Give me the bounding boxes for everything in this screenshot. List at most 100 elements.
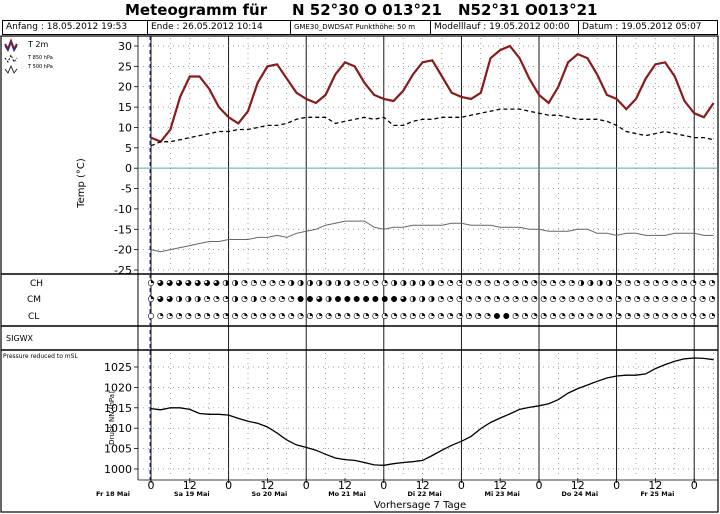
cloud-symbol-ch (148, 279, 155, 286)
cloud-symbol-cl (194, 312, 201, 319)
cloud-symbol-cm (662, 295, 669, 302)
cloud-symbol-cm (232, 295, 239, 302)
pressure-tick-label: 1005 (104, 443, 132, 456)
t500-line (150, 220, 714, 253)
cloud-symbol-fill (478, 296, 481, 299)
axis-labels: 30 25 20 15 10 5 0 -5 -10 -15 -20 -25 1025 1020 1015 10… (96, 40, 698, 498)
cloud-symbol-fill (553, 313, 556, 316)
cloud-symbol-fill (674, 313, 678, 316)
cloud-symbol-cm (166, 295, 173, 302)
cloud-symbol-fill (394, 280, 397, 286)
cloud-symbol-fill (459, 280, 463, 283)
legend-t850-swatch (4, 53, 18, 63)
cloud-symbol-cm (493, 295, 500, 302)
cloud-symbol-cl (465, 312, 472, 319)
cloud-symbol-fill (213, 280, 220, 286)
cloud-symbol-cm (278, 295, 285, 302)
cloud-symbol-ch (372, 279, 379, 286)
cloud-symbol-fill (412, 296, 416, 302)
cloud-symbol-cl (428, 312, 435, 319)
cloud-symbol-fill (244, 280, 248, 283)
cloud-symbol-fill (328, 296, 332, 302)
cloud-symbol-cl (437, 312, 444, 319)
cloud-symbol-fill (291, 280, 294, 286)
cloud-symbol-fill (422, 280, 425, 286)
cloud-symbol-ch (503, 279, 510, 286)
cloud-symbol-fill (335, 296, 341, 302)
row-label-sigwx: SIGWX (6, 334, 34, 343)
cloud-symbol-cl (493, 312, 500, 319)
cloud-symbol-fill (356, 313, 360, 316)
pressure-panel-title: Pressure reduced to mSL (3, 353, 78, 360)
cloud-symbol-fill (637, 313, 640, 316)
cloud-symbol-cl (213, 312, 220, 319)
cloud-symbol-fill (440, 296, 444, 299)
hour-tick-label: 0 (148, 479, 155, 492)
coordinate-primary: N 52°30 O 013°21 (292, 1, 442, 19)
cloud-symbol-fill (307, 296, 313, 302)
cloud-symbol-cl (615, 312, 622, 319)
cloud-symbol-fill (571, 313, 575, 316)
cloud-symbol-fill (253, 296, 257, 302)
cloud-symbol-ch (232, 279, 239, 286)
cloud-symbol-fill (553, 280, 556, 283)
cloud-symbol-fill (571, 296, 575, 299)
cloud-symbol-fill (300, 280, 304, 286)
title-bar: Meteogramm für N 52°30 O 013°21 N52°31 O… (0, 0, 720, 20)
cloud-symbol-ch (465, 279, 472, 286)
cloud-symbol-ch (157, 279, 164, 286)
cloud-symbol-cl (166, 312, 173, 319)
cloud-symbol-fill (459, 296, 463, 299)
cloud-symbol-ch (690, 279, 697, 286)
cloud-symbol-ch (540, 279, 547, 286)
cloud-symbol-ch (493, 279, 500, 286)
cloud-symbol-fill (179, 313, 182, 316)
cloud-symbol-cm (512, 295, 519, 302)
cloud-symbol-cl (316, 312, 323, 319)
cloud-symbol-cm (521, 295, 528, 302)
cloud-symbol-fill (590, 296, 594, 299)
hour-tick-label: 12 (493, 479, 507, 492)
cloud-symbol-fill (403, 280, 407, 286)
cloud-symbol-fill (487, 280, 491, 283)
cloud-symbol-fill (412, 313, 416, 316)
day-label: Mo 21 Mai (328, 490, 366, 498)
cloud-symbol-cm (540, 295, 547, 302)
cloud-symbol-cm (708, 295, 715, 302)
cloud-symbol-cm (260, 295, 267, 302)
cloud-symbol-fill (581, 313, 584, 316)
cloud-symbol-cl (512, 312, 519, 319)
day-label: Fr 25 Mai (640, 490, 674, 498)
cloud-symbol-cm (475, 295, 482, 302)
cloud-symbol-fill (195, 280, 201, 286)
cloud-symbol-cm (671, 295, 678, 302)
cloud-symbol-fill (328, 280, 332, 286)
cloud-symbol-fill (263, 313, 266, 316)
cloud-symbol-fill (204, 280, 210, 286)
cloud-symbol-ch (680, 279, 687, 286)
cloud-symbol-ch (606, 279, 613, 286)
temp-tick-label: 5 (125, 142, 132, 155)
cloud-symbol-fill (431, 296, 435, 302)
cloud-symbol-fill (599, 280, 603, 286)
cloud-symbol-cm (568, 295, 575, 302)
cloud-symbol-cl (475, 312, 482, 319)
cloud-symbol-cl (391, 312, 398, 319)
info-bar: Anfang : 18.05.2012 19:53 Ende : 26.05.2… (2, 20, 718, 35)
hour-tick-label: 12 (183, 479, 197, 492)
cloud-symbol-fill (674, 280, 678, 283)
cloud-symbol-fill (543, 280, 547, 283)
cloud-symbol-fill (319, 280, 322, 286)
temp-tick-label: 0 (125, 162, 132, 175)
cloud-symbol-fill (450, 313, 453, 316)
hour-tick-label: 0 (225, 479, 232, 492)
cloud-symbol-cl (708, 312, 715, 319)
cloud-symbol-fill (157, 296, 164, 302)
cloud-symbol-fill (494, 313, 500, 319)
cloud-symbol-fill (225, 280, 229, 286)
cloud-symbol-cm (185, 295, 192, 302)
cloud-symbol-cl (204, 312, 211, 319)
cloud-symbol-fill (244, 313, 248, 316)
temp-axis-label: Temp (°C) (76, 158, 87, 209)
cloud-symbol-fill (188, 296, 192, 302)
